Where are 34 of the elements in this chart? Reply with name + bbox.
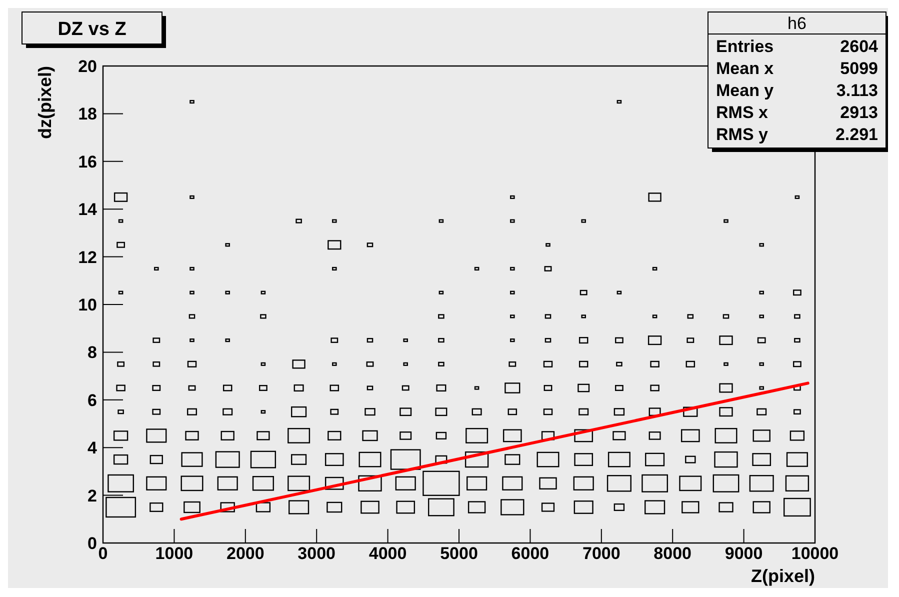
y-axis-title: dz(pixel) [35,66,55,140]
x-tick-label: 7000 [582,544,620,563]
y-tick-label: 6 [88,390,97,410]
y-tick-label: 10 [78,295,97,314]
text: h6 [788,14,806,33]
x-tick-label: 4000 [368,544,407,563]
y-tick-label: 18 [78,104,97,124]
x-tick-label: 8000 [654,544,692,563]
text: 2.291 [835,125,878,144]
x-tick-label: 6000 [511,544,550,563]
text: 2604 [840,37,879,56]
text: 3.113 [836,81,878,100]
x-tick-label: 10000 [791,544,839,563]
y-tick-label: 14 [78,200,98,220]
text: 2913 [840,103,878,122]
y-tick-label: 2 [88,486,97,506]
text: 5099 [840,59,878,78]
chart-title: DZ vs Z [58,19,127,40]
x-tick-label: 2000 [226,544,264,563]
y-tick-label: 20 [78,56,97,76]
annotation: Mean x [716,59,774,78]
annotation: RMS y [716,125,768,144]
annotation: RMS x [716,103,768,122]
y-tick-label: 4 [88,438,98,458]
x-tick-label: 5000 [440,544,478,563]
x-tick-label: 3000 [298,544,336,563]
x-tick-label: 1000 [155,544,194,563]
y-tick-label: 12 [78,248,97,267]
y-tick-label: 16 [78,152,97,172]
y-tick-label: 8 [88,343,97,362]
x-axis-title: Z(pixel) [750,566,815,586]
annotation: Mean y [716,81,774,100]
text: Entries [716,37,774,56]
x-tick-label: 9000 [724,544,763,563]
